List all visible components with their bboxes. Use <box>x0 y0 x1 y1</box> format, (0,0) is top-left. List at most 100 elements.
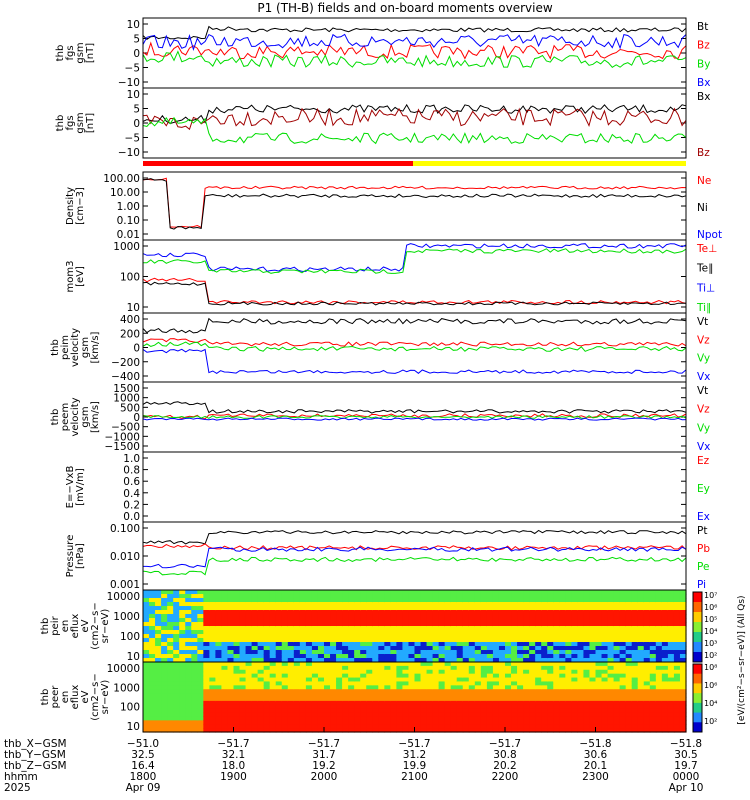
heatmap-cell <box>456 689 464 694</box>
heatmap-cell <box>257 700 265 706</box>
heatmap-cell <box>299 708 307 714</box>
heatmap-cell <box>625 728 633 733</box>
heatmap-cell <box>511 598 518 603</box>
heatmap-cell <box>384 712 391 718</box>
heatmap-cell <box>299 665 307 671</box>
heatmap-cell <box>167 658 174 663</box>
heatmap-cell <box>619 654 627 659</box>
heatmap-cell <box>311 610 319 615</box>
heatmap-cell <box>360 677 367 683</box>
heatmap-cell <box>317 654 325 659</box>
heatmap-cell <box>637 610 645 615</box>
heatmap-cell <box>360 697 367 702</box>
heatmap-cell <box>673 662 681 667</box>
heatmap-cell <box>402 658 410 663</box>
heatmap-cell <box>324 658 331 663</box>
heatmap-cell <box>342 693 349 698</box>
heatmap-cell <box>444 681 452 686</box>
heatmap-cell <box>342 720 349 725</box>
heatmap-cell <box>173 630 180 635</box>
heatmap-cell <box>287 662 295 667</box>
heatmap-cell <box>649 669 657 675</box>
heatmap-cell <box>396 724 404 729</box>
heatmap-cell <box>149 704 156 710</box>
y-axis-label: thb <box>40 689 51 706</box>
y-axis-label: eflux <box>70 685 81 710</box>
heatmap-cell <box>462 622 470 627</box>
heatmap-cell <box>360 693 367 698</box>
heatmap-cell <box>173 693 180 698</box>
heatmap-cell <box>619 681 627 686</box>
heatmap-cell <box>215 665 223 671</box>
heatmap-cell <box>354 654 361 659</box>
heatmap-cell <box>613 720 621 725</box>
heatmap-cell <box>498 594 506 599</box>
heatmap-cell <box>149 590 156 595</box>
heatmap-cell <box>143 630 150 635</box>
heatmap-cell <box>480 673 488 679</box>
y-tick-label: 0.01 <box>117 229 140 241</box>
heatmap-cell <box>649 700 657 706</box>
heatmap-cell <box>655 630 663 635</box>
heatmap-cell <box>173 610 180 615</box>
heatmap-cell <box>293 606 301 611</box>
heatmap-cell <box>420 720 428 725</box>
heatmap-cell <box>444 594 452 599</box>
heatmap-cell <box>492 602 500 607</box>
heatmap-cell <box>462 590 470 595</box>
heatmap-cell <box>468 650 476 655</box>
heatmap-cell <box>589 708 597 714</box>
heatmap-cell <box>583 646 591 651</box>
heatmap-cell <box>468 662 476 667</box>
heatmap-cell <box>444 618 452 623</box>
heatmap-cell <box>197 642 204 647</box>
heatmap-cell <box>577 642 585 647</box>
heatmap-cell <box>553 606 560 611</box>
heatmap-cell <box>191 658 198 663</box>
heatmap-cell <box>607 626 615 631</box>
heatmap-cell <box>149 622 156 627</box>
heatmap-cell <box>384 724 391 729</box>
heatmap-cell <box>275 697 283 702</box>
heatmap-cell <box>191 669 198 675</box>
heatmap-cell <box>299 598 307 603</box>
heatmap-cell <box>360 606 367 611</box>
heatmap-cell <box>324 716 331 721</box>
heatmap-cell <box>336 662 343 667</box>
heatmap-cell <box>209 630 216 635</box>
colorbar-frame <box>692 591 703 663</box>
heatmap-cell <box>571 618 578 623</box>
heatmap-cell <box>245 693 253 698</box>
heatmap-cell <box>372 618 379 623</box>
heatmap-cell <box>317 626 325 631</box>
heatmap-cell <box>233 708 241 714</box>
heatmap-cell <box>197 590 204 595</box>
heatmap-cell <box>167 708 174 714</box>
panel-5: thb peim velocity gsm [km/s]4002000−200−400V… <box>50 312 710 383</box>
heatmap-cell <box>655 598 663 603</box>
heatmap-cell <box>161 594 168 599</box>
y-tick-label: −1500 <box>104 441 140 453</box>
heatmap-cell <box>348 606 355 611</box>
heatmap-cell <box>498 685 506 690</box>
heatmap-cell <box>414 677 422 683</box>
heatmap-cell <box>462 665 470 671</box>
heatmap-cell <box>299 716 307 721</box>
heatmap-cell <box>167 704 174 710</box>
heatmap-cell <box>167 720 174 725</box>
heatmap-cell <box>498 614 506 619</box>
heatmap-cell <box>390 708 397 714</box>
heatmap-cell <box>191 630 198 635</box>
heatmap-cell <box>553 610 560 615</box>
heatmap-cell <box>426 681 434 686</box>
heatmap-cell <box>191 638 198 643</box>
legend-label: Vx <box>697 371 710 383</box>
heatmap-cell <box>426 598 434 603</box>
heatmap-cell <box>251 610 259 615</box>
heatmap-cell <box>637 618 645 623</box>
heatmap-cell <box>595 626 603 631</box>
heatmap-cell <box>263 658 271 663</box>
heatmap-cell <box>619 724 627 729</box>
heatmap-cell <box>203 716 210 721</box>
